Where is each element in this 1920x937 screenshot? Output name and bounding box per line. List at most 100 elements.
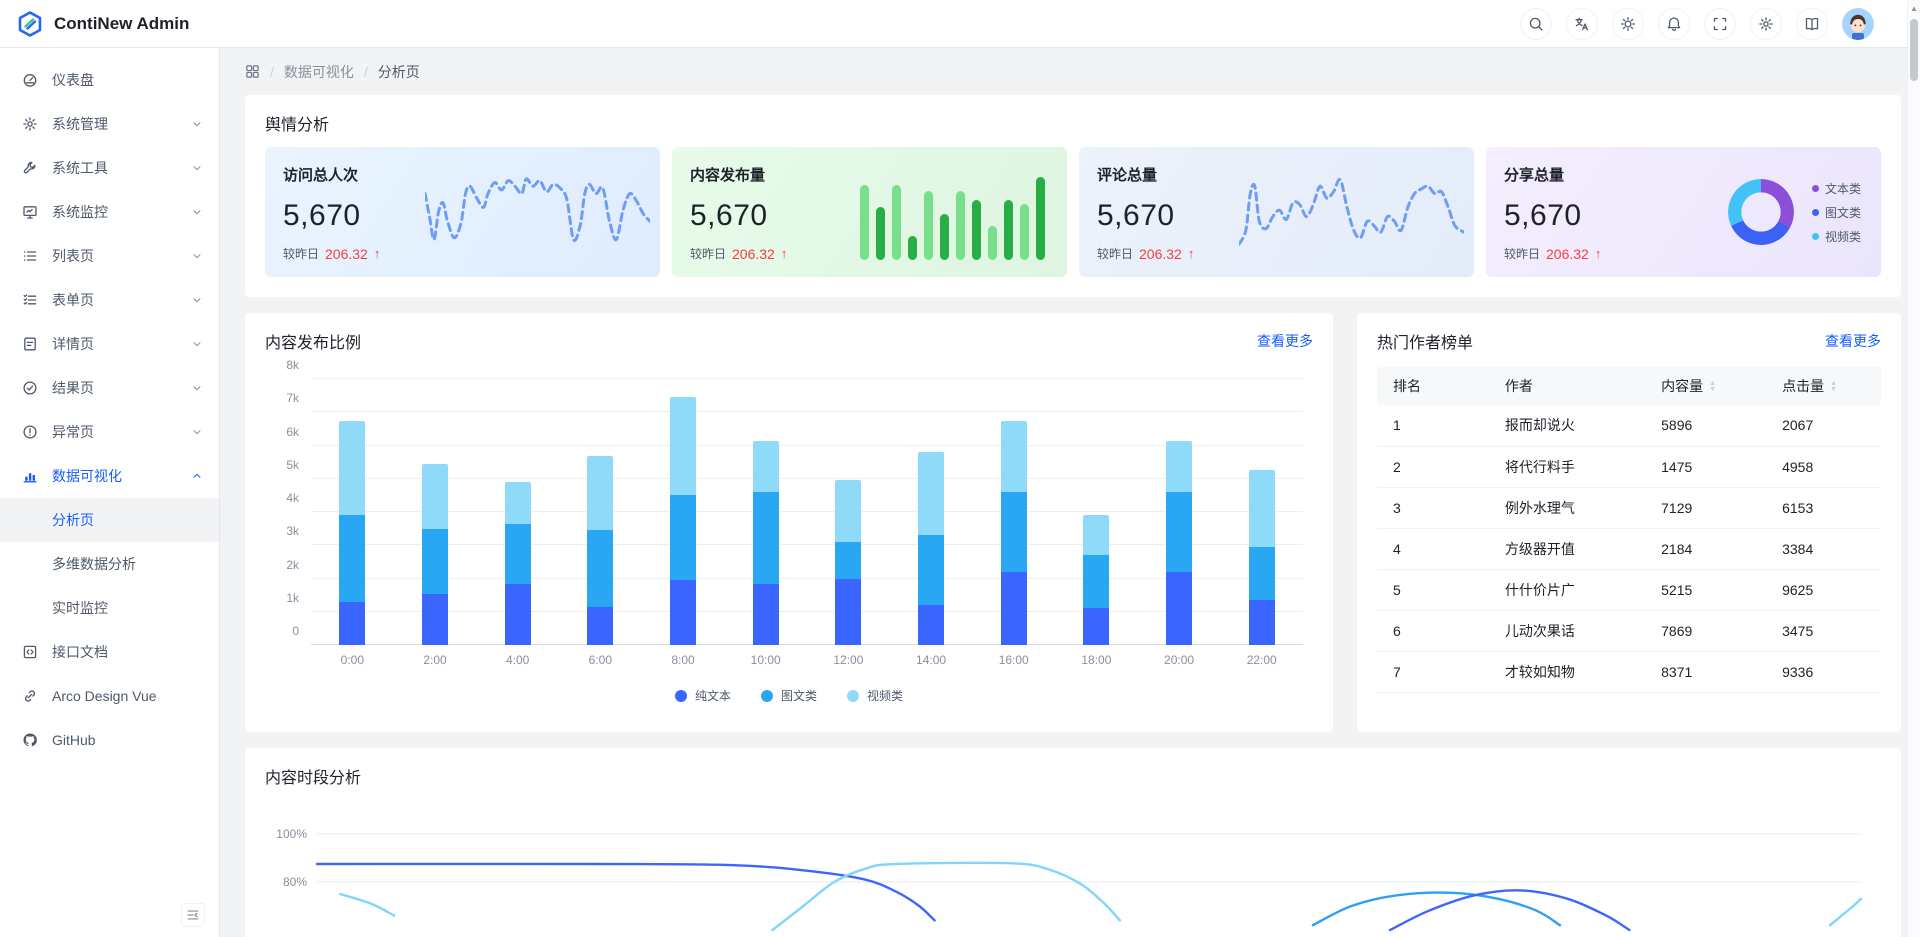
sidebar-item-data-visualization[interactable]: 数据可视化 (0, 454, 219, 498)
sidebar-item-list-page[interactable]: 列表页 (0, 234, 219, 278)
hot-authors-more-link[interactable]: 查看更多 (1825, 333, 1881, 349)
sidebar-item-arco-design-vue[interactable]: Arco Design Vue (0, 674, 219, 718)
bar-segment-图文类[interactable] (422, 528, 448, 594)
bar-segment-视频类[interactable] (1000, 420, 1027, 493)
app-logo[interactable]: ContiNew Admin (16, 10, 189, 38)
bar-segment-纯文本[interactable] (918, 605, 945, 645)
column-header-排名: 排名 (1377, 367, 1493, 405)
bar-segment-图文类[interactable] (835, 541, 862, 579)
up-arrow-icon: ↑ (373, 246, 381, 261)
sidebar-item-result-page[interactable]: 结果页 (0, 366, 219, 410)
bar-segment-视频类[interactable] (918, 452, 945, 536)
bar-segment-视频类[interactable] (1166, 440, 1193, 493)
column-header-点击量[interactable]: 点击量 ▲ ▼ (1770, 367, 1881, 405)
bar-segment-纯文本[interactable] (835, 578, 862, 645)
bar-segment-视频类[interactable] (422, 463, 448, 529)
bar-segment-视频类[interactable] (1248, 470, 1275, 547)
legend-item-图文类[interactable]: 图文类 (760, 687, 817, 704)
bar-segment-纯文本[interactable] (339, 601, 366, 645)
bar-segment-纯文本[interactable] (422, 593, 448, 645)
bar-segment-纯文本[interactable] (1083, 608, 1110, 645)
sidebar-item-system-management[interactable]: 系统管理 (0, 102, 219, 146)
bar-segment-纯文本[interactable] (1248, 600, 1275, 645)
legend-item[interactable]: 图文类 (1811, 204, 1861, 221)
stacked-bar (918, 452, 945, 645)
legend-dot (847, 689, 859, 702)
legend-item-视频类[interactable]: 视频类 (847, 687, 903, 704)
bar-segment-图文类[interactable] (1083, 555, 1110, 609)
legend-item[interactable]: 文本类 (1811, 180, 1861, 197)
publish-ratio-more-link[interactable]: 查看更多 (1257, 333, 1313, 349)
bar-segment-纯文本[interactable] (1000, 571, 1027, 645)
sidebar-collapse-button[interactable] (181, 903, 205, 927)
sidebar-subitem-analysis-page[interactable]: 分析页 (0, 498, 219, 542)
settings-button[interactable] (1750, 7, 1782, 40)
time-analysis-line-chart: 100% 80% (276, 827, 1863, 932)
bar-segment-图文类[interactable] (670, 495, 697, 581)
bar-segment-视频类[interactable] (1083, 515, 1110, 556)
legend-item[interactable]: 视频类 (1811, 228, 1861, 245)
sort-icon[interactable]: ▲ ▼ (1830, 380, 1838, 394)
bar-segment-视频类[interactable] (835, 480, 862, 542)
bar-segment-图文类[interactable] (504, 523, 531, 584)
bar-segment-纯文本[interactable] (587, 606, 614, 645)
bar-segment-纯文本[interactable] (1166, 571, 1193, 645)
user-avatar[interactable] (1842, 7, 1874, 40)
bar-segment-视频类[interactable] (670, 397, 697, 496)
bar-segment-视频类[interactable] (504, 482, 531, 524)
column-header-内容量[interactable]: 内容量 ▲ ▼ (1649, 367, 1771, 405)
bar-segment-图文类[interactable] (752, 492, 779, 584)
sort-icon[interactable]: ▲ ▼ (1709, 380, 1717, 394)
sidebar-item-github[interactable]: GitHub (0, 718, 219, 762)
avatar-image (1842, 7, 1874, 40)
chevron-down-icon (193, 430, 201, 435)
publish-minibar-chart (832, 162, 1049, 262)
sidebar-subitem-multi-dimension-analysis[interactable]: 多维数据分析 (52, 556, 136, 572)
legend-dot (1811, 184, 1819, 192)
bar-segment-图文类[interactable] (1000, 492, 1027, 572)
sidebar-item-dashboard[interactable]: 仪表盘 (0, 58, 219, 102)
bar-segment-图文类[interactable] (1166, 492, 1193, 572)
vertical-scrollbar[interactable]: ▲ (1907, 0, 1920, 937)
sidebar-item-exception-page[interactable]: 异常页 (0, 410, 219, 454)
search-button[interactable] (1520, 7, 1552, 40)
stacked-bar (504, 482, 531, 645)
table-cell: 7129 (1649, 487, 1771, 529)
bar-segment-图文类[interactable] (339, 515, 366, 602)
notifications-button[interactable] (1658, 7, 1690, 40)
apps-icon[interactable] (245, 64, 260, 79)
sidebar-subitem-realtime-monitor[interactable]: 实时监控 (52, 600, 108, 616)
bar-segment-视频类[interactable] (587, 455, 614, 531)
bar-segment-图文类[interactable] (587, 530, 614, 607)
sidebar-item-api-docs[interactable]: 接口文档 (0, 630, 219, 674)
gridline (311, 444, 1303, 446)
stacked-bar (339, 420, 366, 645)
table-row: 7 才较如知物 8371 9336 (1377, 651, 1881, 693)
bar-segment-图文类[interactable] (1248, 546, 1275, 601)
theme-button[interactable] (1612, 7, 1644, 40)
bar-segment-视频类[interactable] (339, 420, 366, 516)
stat-value: 5,670 (1097, 199, 1175, 232)
sidebar-item-system-tools[interactable]: 系统工具 (0, 146, 219, 190)
fullscreen-button[interactable] (1704, 7, 1736, 40)
search-icon (1529, 17, 1543, 31)
sentiment-overview-panel: 舆情分析 访问总人次 5,670 较昨日 206.32 ↑ (245, 95, 1901, 297)
bar-segment-纯文本[interactable] (752, 583, 779, 645)
language-button[interactable] (1566, 7, 1598, 40)
sidebar-item-form-page[interactable]: 表单页 (0, 278, 219, 322)
bars-layer (311, 379, 1303, 645)
bar-segment-视频类[interactable] (752, 440, 779, 493)
gridline (311, 544, 1303, 546)
docs-button[interactable] (1796, 7, 1828, 40)
y-axis-tick: 3k (286, 524, 299, 539)
scrollbar-thumb[interactable] (1910, 19, 1918, 81)
bar-segment-图文类[interactable] (918, 535, 945, 606)
bar-segment-纯文本[interactable] (504, 583, 531, 645)
chevron-down-icon (193, 122, 201, 127)
legend-item-纯文本[interactable]: 纯文本 (674, 687, 731, 704)
breadcrumb-item-data-visualization[interactable]: 数据可视化 (283, 63, 354, 80)
sidebar-item-system-monitor[interactable]: 系统监控 (0, 190, 219, 234)
scroll-up-icon[interactable]: ▲ (1910, 4, 1918, 13)
bar-segment-纯文本[interactable] (670, 580, 697, 645)
sidebar-item-detail-page[interactable]: 详情页 (0, 322, 219, 366)
